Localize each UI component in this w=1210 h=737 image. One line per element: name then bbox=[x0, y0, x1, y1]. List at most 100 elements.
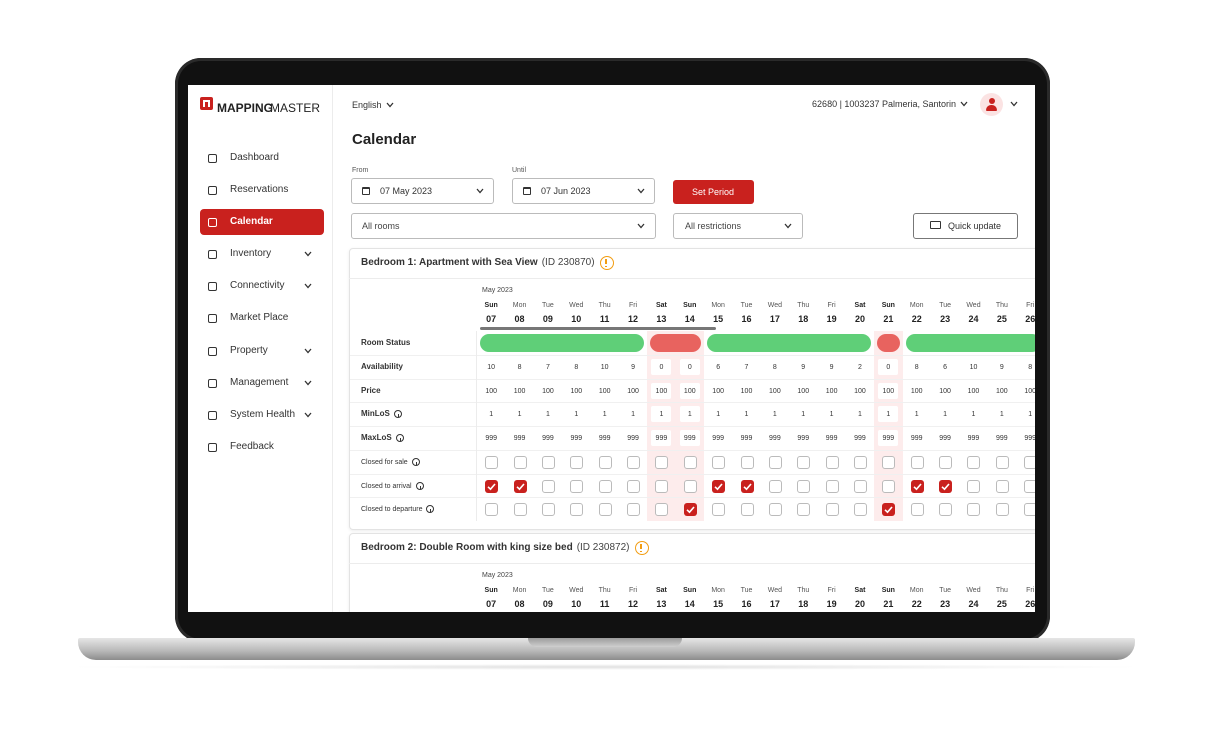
room-status-bar[interactable] bbox=[877, 334, 900, 352]
checkbox[interactable] bbox=[513, 456, 527, 469]
checkbox[interactable] bbox=[939, 480, 953, 493]
checkbox[interactable] bbox=[740, 480, 754, 493]
checkbox[interactable] bbox=[1024, 456, 1035, 469]
quick-update-label[interactable]: Quick update bbox=[948, 220, 1002, 231]
checkbox[interactable] bbox=[740, 503, 754, 516]
checkbox[interactable] bbox=[910, 480, 924, 493]
checkbox[interactable] bbox=[967, 480, 981, 493]
from-input[interactable] bbox=[351, 178, 494, 204]
checkbox[interactable] bbox=[853, 456, 867, 469]
checkbox[interactable] bbox=[1024, 480, 1035, 493]
checkbox[interactable] bbox=[655, 456, 669, 469]
checkbox[interactable] bbox=[485, 456, 499, 469]
sidebar-item[interactable]: Connectivity bbox=[230, 280, 285, 291]
checkbox[interactable] bbox=[967, 456, 981, 469]
checkbox[interactable] bbox=[598, 480, 612, 493]
room-status-bar[interactable] bbox=[905, 334, 1035, 352]
sidebar-item[interactable]: Reservations bbox=[230, 184, 289, 195]
quick-update-button[interactable] bbox=[913, 213, 1018, 239]
sidebar-item[interactable]: Feedback bbox=[230, 441, 274, 452]
checkbox[interactable] bbox=[995, 480, 1009, 493]
value-input[interactable] bbox=[651, 383, 672, 399]
checkbox[interactable] bbox=[825, 456, 839, 469]
value-input[interactable] bbox=[651, 406, 672, 422]
checkbox[interactable] bbox=[882, 480, 896, 493]
checkbox[interactable] bbox=[910, 503, 924, 516]
checkbox[interactable] bbox=[627, 503, 641, 516]
checkbox[interactable] bbox=[513, 503, 527, 516]
checkbox[interactable] bbox=[541, 456, 555, 469]
checkbox[interactable] bbox=[485, 503, 499, 516]
value-input[interactable] bbox=[651, 430, 672, 446]
checkbox[interactable] bbox=[655, 503, 669, 516]
checkbox[interactable] bbox=[882, 456, 896, 469]
checkbox[interactable] bbox=[570, 456, 584, 469]
checkbox[interactable] bbox=[513, 480, 527, 493]
set-period-label[interactable]: Set Period bbox=[691, 186, 735, 197]
checkbox[interactable] bbox=[768, 480, 782, 493]
sidebar-icon[interactable] bbox=[208, 282, 217, 291]
sidebar-icon[interactable] bbox=[208, 186, 217, 195]
sidebar-item[interactable]: Management bbox=[230, 377, 289, 388]
value-input[interactable] bbox=[679, 430, 700, 446]
checkbox[interactable] bbox=[683, 456, 697, 469]
checkbox[interactable] bbox=[797, 503, 811, 516]
checkbox[interactable] bbox=[882, 503, 896, 516]
checkbox[interactable] bbox=[967, 503, 981, 516]
until-input[interactable] bbox=[512, 178, 655, 204]
checkbox[interactable] bbox=[995, 456, 1009, 469]
checkbox[interactable] bbox=[683, 503, 697, 516]
room-status-bar[interactable] bbox=[706, 334, 872, 352]
sidebar-item[interactable]: Property bbox=[230, 345, 268, 356]
checkbox[interactable] bbox=[853, 480, 867, 493]
checkbox[interactable] bbox=[712, 503, 726, 516]
value-input[interactable] bbox=[651, 359, 672, 375]
property-select[interactable]: 62680 | 1003237 Palmeria, Santorin bbox=[812, 98, 956, 109]
checkbox[interactable] bbox=[541, 480, 555, 493]
sidebar-item[interactable]: System Health bbox=[230, 409, 296, 420]
sidebar-icon[interactable] bbox=[208, 347, 217, 356]
value-input[interactable] bbox=[679, 359, 700, 375]
checkbox[interactable] bbox=[797, 480, 811, 493]
checkbox[interactable] bbox=[1024, 503, 1035, 516]
avatar[interactable] bbox=[980, 93, 1003, 116]
sidebar-icon[interactable] bbox=[208, 443, 217, 452]
checkbox[interactable] bbox=[939, 456, 953, 469]
checkbox[interactable] bbox=[627, 456, 641, 469]
sidebar-item[interactable]: Dashboard bbox=[230, 152, 279, 163]
checkbox[interactable] bbox=[683, 480, 697, 493]
sidebar-item[interactable]: Calendar bbox=[230, 216, 273, 227]
checkbox[interactable] bbox=[825, 503, 839, 516]
checkbox[interactable] bbox=[598, 503, 612, 516]
value-input[interactable] bbox=[878, 383, 899, 399]
value-input[interactable] bbox=[878, 406, 899, 422]
checkbox[interactable] bbox=[712, 456, 726, 469]
checkbox[interactable] bbox=[768, 456, 782, 469]
value-input[interactable] bbox=[679, 406, 700, 422]
checkbox[interactable] bbox=[598, 456, 612, 469]
sidebar-icon[interactable] bbox=[208, 154, 217, 163]
checkbox[interactable] bbox=[825, 480, 839, 493]
checkbox[interactable] bbox=[627, 480, 641, 493]
restrictions-select[interactable] bbox=[673, 213, 803, 239]
checkbox[interactable] bbox=[797, 456, 811, 469]
value-input[interactable] bbox=[878, 430, 899, 446]
checkbox[interactable] bbox=[939, 503, 953, 516]
checkbox[interactable] bbox=[570, 480, 584, 493]
checkbox[interactable] bbox=[853, 503, 867, 516]
checkbox[interactable] bbox=[485, 480, 499, 493]
scrollbar[interactable] bbox=[480, 327, 716, 330]
sidebar-icon[interactable] bbox=[208, 250, 217, 259]
sidebar-item[interactable]: Market Place bbox=[230, 312, 289, 323]
rooms-select[interactable] bbox=[351, 213, 656, 239]
value-input[interactable] bbox=[679, 383, 700, 399]
checkbox[interactable] bbox=[995, 503, 1009, 516]
language-select[interactable]: English bbox=[352, 99, 382, 110]
sidebar-icon[interactable] bbox=[208, 411, 217, 420]
sidebar-icon[interactable] bbox=[208, 314, 217, 323]
room-status-bar[interactable] bbox=[650, 334, 701, 352]
sidebar-item[interactable]: Inventory bbox=[230, 248, 272, 259]
checkbox[interactable] bbox=[541, 503, 555, 516]
checkbox[interactable] bbox=[740, 456, 754, 469]
set-period-button[interactable] bbox=[673, 180, 754, 204]
